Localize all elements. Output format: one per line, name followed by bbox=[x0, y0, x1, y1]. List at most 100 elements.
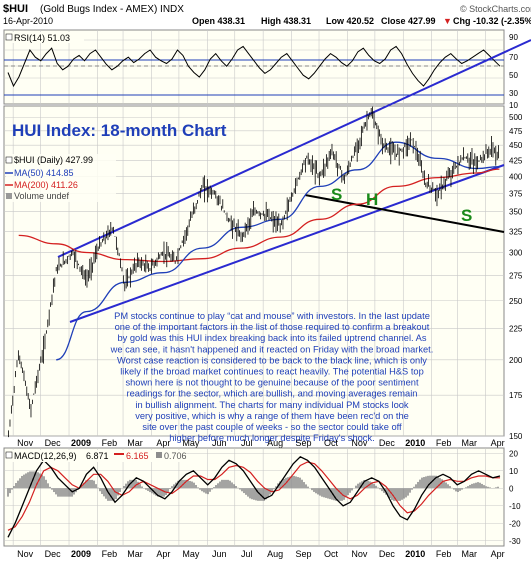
rsi-panel: RSI(14) 51.03 90 70 50 30 10 bbox=[3, 29, 518, 110]
macd-label: MACD(12,26,9) bbox=[14, 451, 77, 461]
x-tick-label: Nov bbox=[17, 549, 34, 559]
x-tick-label: 2009 bbox=[71, 549, 91, 559]
x-tick-label: May bbox=[182, 549, 200, 559]
close-value: Close 427.99 bbox=[381, 16, 436, 26]
price-tick-label: 500 bbox=[509, 113, 523, 122]
ma200-line bbox=[18, 168, 500, 263]
x-tick-label: Apr bbox=[156, 438, 170, 448]
rsi-label-bg bbox=[6, 32, 84, 43]
price-bars bbox=[8, 106, 499, 438]
x-tick-label: Oct bbox=[324, 438, 339, 448]
price-tick-label: 400 bbox=[509, 172, 523, 181]
commentary-line: shown here is not thought to be genuine … bbox=[125, 378, 418, 388]
legend-volume: Volume undef bbox=[14, 191, 70, 201]
price-tick-label: 175 bbox=[509, 391, 523, 400]
x-axis-labels-bottom: Nov Dec 2009 Feb Mar Apr May Jun Jul Aug Sep Oct Nov… bbox=[17, 549, 505, 559]
legend-ma200: MA(200) 411.26 bbox=[14, 180, 78, 190]
macd-histogram bbox=[7, 471, 499, 501]
macd-legend-box bbox=[5, 451, 13, 459]
macd-tick-label: 0 bbox=[509, 484, 514, 493]
macd-panel: MACD(12,26,9) 6.871 6.165 0.706 20 10 0 -10… bbox=[3, 447, 521, 547]
price-tick-label: 350 bbox=[509, 208, 523, 217]
commentary-line: likely if the broad market continues to … bbox=[120, 367, 424, 377]
date-label: 16-Apr-2010 bbox=[3, 16, 53, 26]
x-tick-label: Apr bbox=[156, 549, 170, 559]
x-tick-label: 2009 bbox=[71, 438, 91, 448]
price-tick-label: 475 bbox=[509, 127, 523, 136]
x-tick-label: Feb bbox=[436, 549, 452, 559]
macd-signal-line bbox=[7, 461, 500, 531]
symbol: $HUI bbox=[3, 3, 28, 15]
change-value: Chg -10.32 (-2.35%) bbox=[453, 16, 531, 26]
low-value: Low 420.52 bbox=[326, 16, 374, 26]
x-tick-label: Oct bbox=[324, 549, 339, 559]
x-tick-label: Aug bbox=[267, 438, 283, 448]
x-tick-label: Sep bbox=[296, 438, 312, 448]
commentary-line: we can see, it hasn't happened and it re… bbox=[110, 344, 434, 354]
commentary-line: Worst case reaction is considered to be … bbox=[117, 355, 427, 365]
macd-label-bg bbox=[6, 450, 186, 462]
x-tick-label: Feb bbox=[436, 438, 452, 448]
black-support-line bbox=[304, 194, 505, 233]
x-tick-label: Nov bbox=[17, 438, 34, 448]
commentary-line: site over the past couple of weeks - so … bbox=[142, 422, 402, 432]
price-legend: $HUI (Daily) 427.99 MA(50) 414.85 MA(200… bbox=[5, 154, 116, 202]
legend-box-volume bbox=[6, 193, 12, 199]
x-tick-label: Nov bbox=[351, 438, 368, 448]
chart-title: HUI Index: 18-month Chart bbox=[12, 121, 227, 140]
macd-tick-label: -10 bbox=[509, 502, 521, 511]
high-value: High 438.31 bbox=[261, 16, 311, 26]
rsi-label: RSI(14) 51.03 bbox=[14, 33, 70, 43]
macd-value-3: 0.706 bbox=[164, 451, 187, 461]
x-tick-label: Mar bbox=[127, 438, 143, 448]
x-tick-label: Dec bbox=[45, 438, 62, 448]
price-tick-label: 425 bbox=[509, 156, 523, 165]
x-tick-label: 2010 bbox=[405, 549, 425, 559]
legend-box-price bbox=[5, 156, 13, 164]
ma50-line bbox=[56, 141, 500, 361]
x-axis-labels-top: Nov Dec 2009 Feb Mar Apr May Jun Jul Aug Sep Oct Nov… bbox=[17, 438, 505, 448]
price-axis-ticks: 500 475 450 425 400 375 350 325 300 275 250 225 200 1… bbox=[509, 113, 523, 441]
header: $HUI (Gold Bugs Index - AMEX) INDX 16-Ap… bbox=[3, 3, 531, 26]
x-tick-label: Feb bbox=[102, 438, 118, 448]
x-tick-label: May bbox=[182, 438, 200, 448]
x-tick-label: Dec bbox=[379, 438, 396, 448]
x-tick-label: Feb bbox=[102, 549, 118, 559]
price-tick-label: 300 bbox=[509, 248, 523, 257]
price-panel: 500 475 450 425 400 375 350 325 300 275 250 225 200 1… bbox=[3, 39, 531, 443]
x-tick-label: Jun bbox=[212, 549, 227, 559]
commentary-line: higher before much longer despite Friday… bbox=[169, 433, 374, 443]
rsi-tick-90: 90 bbox=[509, 33, 518, 42]
legend-price: $HUI (Daily) 427.99 bbox=[14, 155, 93, 165]
rsi-gridlines bbox=[4, 30, 504, 104]
price-tick-label: 450 bbox=[509, 141, 523, 150]
rsi-tick-30: 30 bbox=[509, 89, 518, 98]
legend-bg bbox=[6, 154, 116, 202]
x-tick-label: Aug bbox=[267, 549, 283, 559]
x-tick-label: Jun bbox=[212, 438, 227, 448]
index-name: (Gold Bugs Index - AMEX) INDX bbox=[40, 4, 184, 15]
x-tick-label: Mar bbox=[462, 549, 478, 559]
copyright: © StockCharts.com bbox=[460, 4, 531, 14]
x-tick-label: Apr bbox=[491, 549, 505, 559]
macd-value-1: 6.871 bbox=[86, 451, 109, 461]
x-tick-label: Mar bbox=[127, 549, 143, 559]
macd-tick-label: 10 bbox=[509, 467, 518, 476]
macd-line bbox=[7, 456, 501, 538]
rsi-legend-box bbox=[5, 33, 13, 41]
legend-ma50: MA(50) 414.85 bbox=[14, 168, 74, 178]
macd-tick-label: 20 bbox=[509, 449, 518, 458]
macd-value-2: 6.165 bbox=[126, 451, 149, 461]
commentary-line: in bullish alignment. The charts for man… bbox=[135, 400, 409, 410]
price-tick-label: 325 bbox=[509, 227, 523, 236]
open-value: Open 438.31 bbox=[192, 16, 245, 26]
macd-tick-label: -20 bbox=[509, 519, 521, 528]
macd-signal-swatch bbox=[114, 453, 124, 455]
price-tick-label: 375 bbox=[509, 189, 523, 198]
rsi-tick-70: 70 bbox=[509, 53, 518, 62]
rsi-tick-50: 50 bbox=[509, 71, 518, 80]
change-arrow-icon: ▼ bbox=[443, 16, 452, 26]
commentary-line: PM stocks continue to play “cat and mous… bbox=[114, 311, 430, 321]
x-tick-label: Nov bbox=[351, 549, 368, 559]
